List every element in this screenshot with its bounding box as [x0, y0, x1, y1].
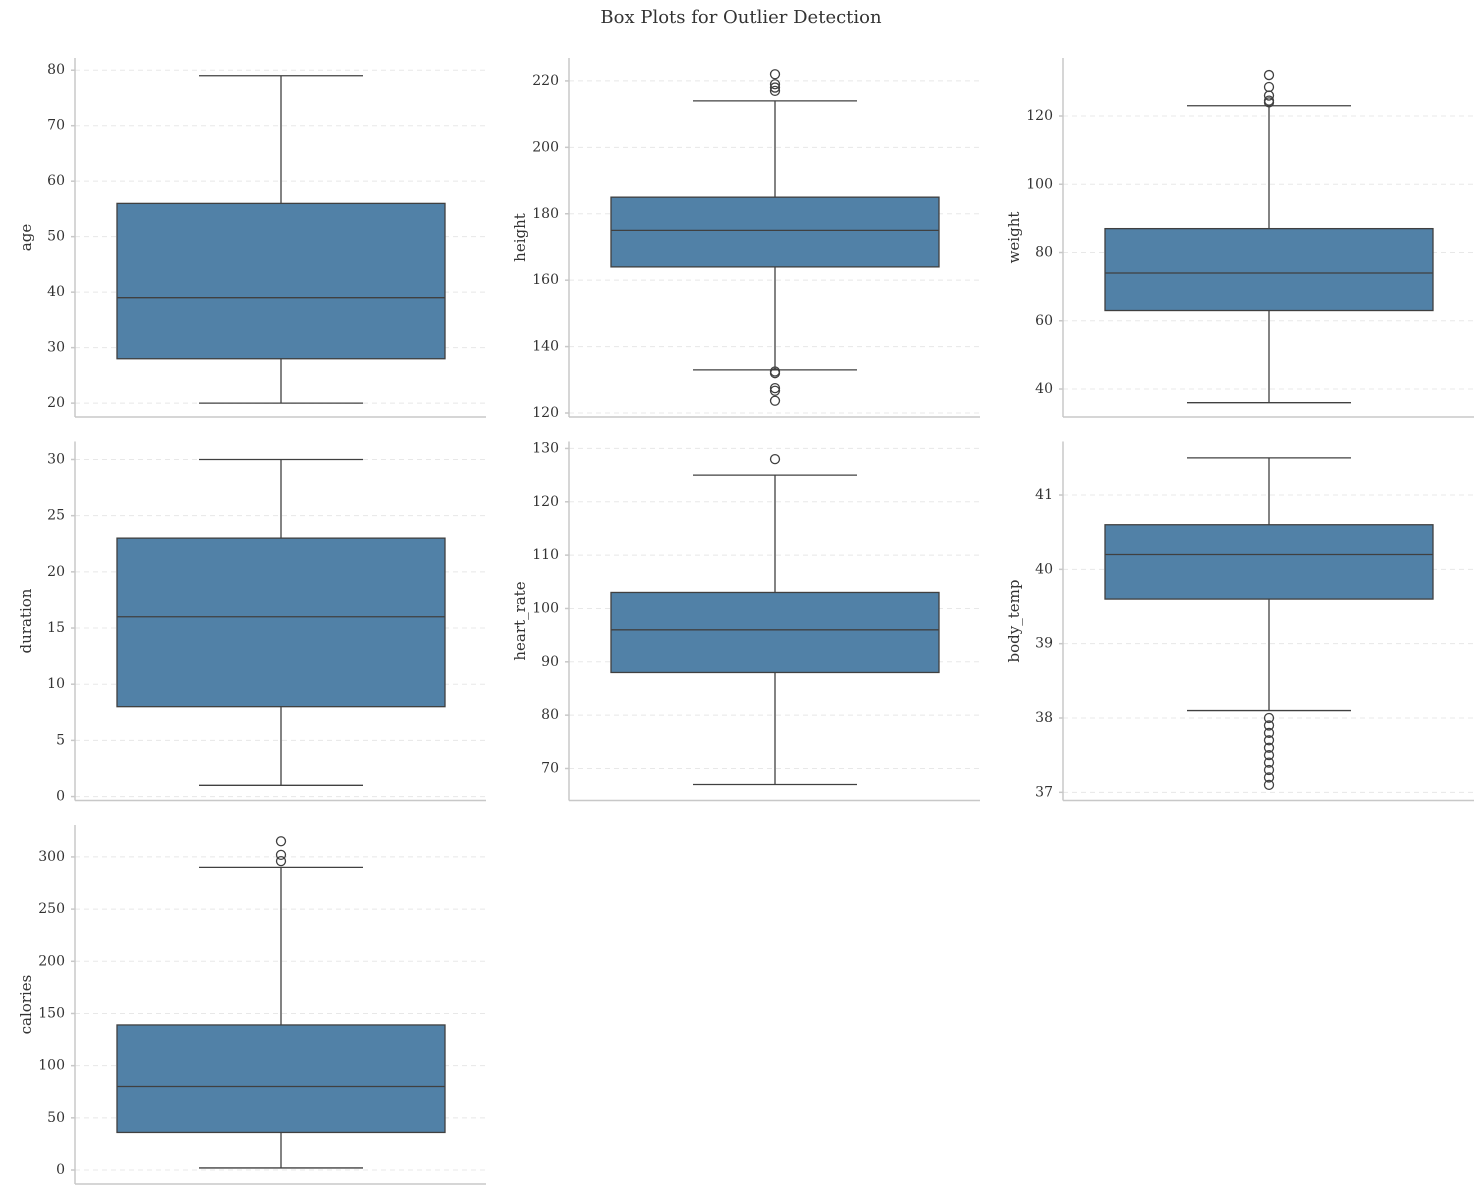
y-tick-label: 120 [1026, 108, 1053, 124]
y-tick-label: 15 [47, 620, 65, 636]
y-axis-label: heart_rate [511, 581, 529, 660]
outlier [1263, 81, 1275, 93]
y-tick-label: 50 [47, 1110, 65, 1126]
outlier [1263, 772, 1275, 783]
outlier [1263, 69, 1275, 81]
outlier [769, 79, 781, 90]
y-tick-label: 140 [532, 339, 559, 355]
y-axis-label: duration [17, 588, 35, 653]
y-tick-label: 100 [38, 1058, 65, 1074]
y-tick-label: 5 [56, 732, 65, 748]
y-tick-label: 50 [47, 229, 65, 245]
y-tick-label: 120 [532, 405, 559, 421]
outlier [769, 395, 781, 406]
y-tick-label: 40 [47, 284, 65, 300]
y-tick-label: 80 [1035, 245, 1053, 261]
y-tick-label: 70 [541, 760, 559, 776]
box [610, 591, 940, 674]
outlier [769, 85, 781, 97]
outlier [769, 385, 781, 396]
outlier [769, 453, 781, 465]
box [610, 196, 940, 268]
y-tick-label: 20 [47, 395, 65, 411]
outlier [769, 82, 781, 93]
y-tick-label: 300 [38, 849, 65, 865]
y-tick-label: 60 [1035, 313, 1053, 329]
outlier [769, 368, 781, 379]
y-tick-label: 150 [38, 1005, 65, 1021]
y-axis-label: weight [1005, 212, 1023, 264]
outlier [1263, 90, 1275, 101]
outlier [1263, 727, 1275, 739]
outlier [769, 382, 781, 394]
y-tick-label: 90 [541, 654, 559, 670]
outlier [1263, 779, 1275, 791]
outlier [1263, 712, 1275, 724]
y-axis-label: height [511, 213, 529, 262]
y-tick-label: 30 [47, 451, 65, 467]
y-tick-label: 20 [47, 564, 65, 580]
outlier [1263, 735, 1275, 746]
box [116, 202, 446, 360]
box [116, 537, 446, 708]
outlier [1263, 764, 1275, 776]
y-tick-label: 0 [56, 1162, 65, 1178]
outlier [1263, 97, 1275, 108]
y-tick-label: 30 [47, 340, 65, 356]
outlier [1263, 757, 1275, 768]
outlier [275, 855, 287, 867]
y-tick-label: 0 [56, 789, 65, 805]
y-tick-label: 80 [47, 62, 65, 78]
y-tick-label: 220 [532, 73, 559, 89]
outlier [275, 849, 287, 860]
y-tick-label: 100 [1026, 176, 1053, 192]
y-tick-label: 120 [532, 494, 559, 510]
y-tick-label: 40 [1035, 561, 1053, 577]
outlier [1263, 720, 1275, 731]
figure-title: Box Plots for Outlier Detection [600, 7, 882, 28]
y-tick-label: 80 [541, 707, 559, 723]
y-tick-label: 100 [532, 600, 559, 616]
y-tick-label: 70 [47, 118, 65, 134]
box [116, 1024, 446, 1134]
y-tick-label: 200 [38, 953, 65, 969]
y-tick-label: 10 [47, 676, 65, 692]
outlier [1263, 742, 1275, 753]
y-tick-label: 38 [1035, 710, 1053, 726]
y-tick-label: 41 [1035, 487, 1053, 503]
y-axis-label: body_temp [1005, 580, 1023, 663]
y-tick-label: 160 [532, 272, 559, 288]
outlier [769, 69, 781, 80]
box [1104, 227, 1434, 312]
outlier [1263, 750, 1275, 761]
y-tick-label: 25 [47, 508, 65, 524]
y-axis-label: age [17, 224, 35, 252]
y-tick-label: 200 [532, 139, 559, 155]
y-tick-label: 40 [1035, 381, 1053, 397]
y-tick-label: 60 [47, 173, 65, 189]
y-tick-label: 130 [532, 440, 559, 456]
box [1104, 524, 1434, 600]
outlier [275, 836, 287, 847]
y-tick-label: 250 [38, 901, 65, 917]
y-tick-label: 110 [532, 547, 559, 563]
y-tick-label: 180 [532, 206, 559, 222]
y-tick-label: 37 [1035, 784, 1053, 800]
y-tick-label: 39 [1035, 636, 1053, 652]
y-axis-label: calories [17, 975, 35, 1035]
